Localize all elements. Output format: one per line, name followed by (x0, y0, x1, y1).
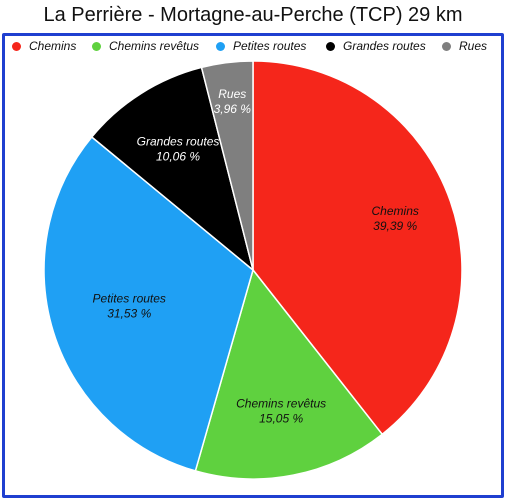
legend-label: Petites routes (233, 39, 307, 53)
pie-slice-grandes-routes (90, 66, 255, 273)
legend-label: Rues (459, 39, 488, 53)
legend-item-rues: Rues (442, 39, 487, 53)
legend-item-petites-routes: Petites routes (216, 39, 306, 53)
slice-value-label: 3,96 % (214, 102, 252, 116)
legend-item-grandes-routes: Grandes routes (326, 39, 426, 53)
legend-label: Chemins revêtus (109, 39, 200, 53)
chart-legend: Chemins Chemins revêtus Petites routes G… (6, 37, 500, 55)
slice-value-label: 10,06 % (156, 150, 200, 164)
slice-category-label: Chemins (372, 204, 419, 218)
pie-slice-rues (200, 60, 254, 271)
pie-slice-chemins (252, 60, 463, 436)
legend-item-chemins: Chemins (12, 39, 76, 53)
slice-category-label: Rues (218, 87, 246, 101)
legend-swatch (12, 41, 21, 51)
slice-value-label: 39,39 % (373, 219, 417, 233)
slice-label-rues: Rues 3,96 % (214, 87, 252, 116)
slice-value-label: 15,05 % (259, 412, 303, 426)
legend-swatch (326, 41, 335, 51)
legend-label: Chemins (29, 39, 77, 53)
slice-label-grandes-routes: Grandes routes 10,06 % (137, 135, 220, 164)
legend-swatch (92, 41, 101, 51)
slice-label-chemins-revetus: Chemins revêtus 15,05 % (236, 397, 326, 426)
pie-slice-chemins-revetus (194, 268, 384, 480)
slice-category-label: Grandes routes (137, 135, 220, 149)
slice-label-chemins: Chemins 39,39 % (372, 204, 419, 233)
pie-slice-petites-routes (43, 135, 254, 472)
legend-label: Grandes routes (343, 39, 426, 53)
slice-category-label: Chemins revêtus (236, 397, 326, 411)
legend-swatch (216, 41, 225, 51)
slice-value-label: 31,53 % (107, 306, 151, 320)
chart-title: La Perrière - Mortagne-au-Perche (TCP) 2… (43, 4, 463, 26)
slice-category-label: Petites routes (93, 291, 166, 305)
legend-item-chemins-revetus: Chemins revêtus (92, 39, 199, 53)
slice-label-petites-routes: Petites routes 31,53 % (93, 291, 166, 320)
legend-swatch (442, 41, 451, 51)
